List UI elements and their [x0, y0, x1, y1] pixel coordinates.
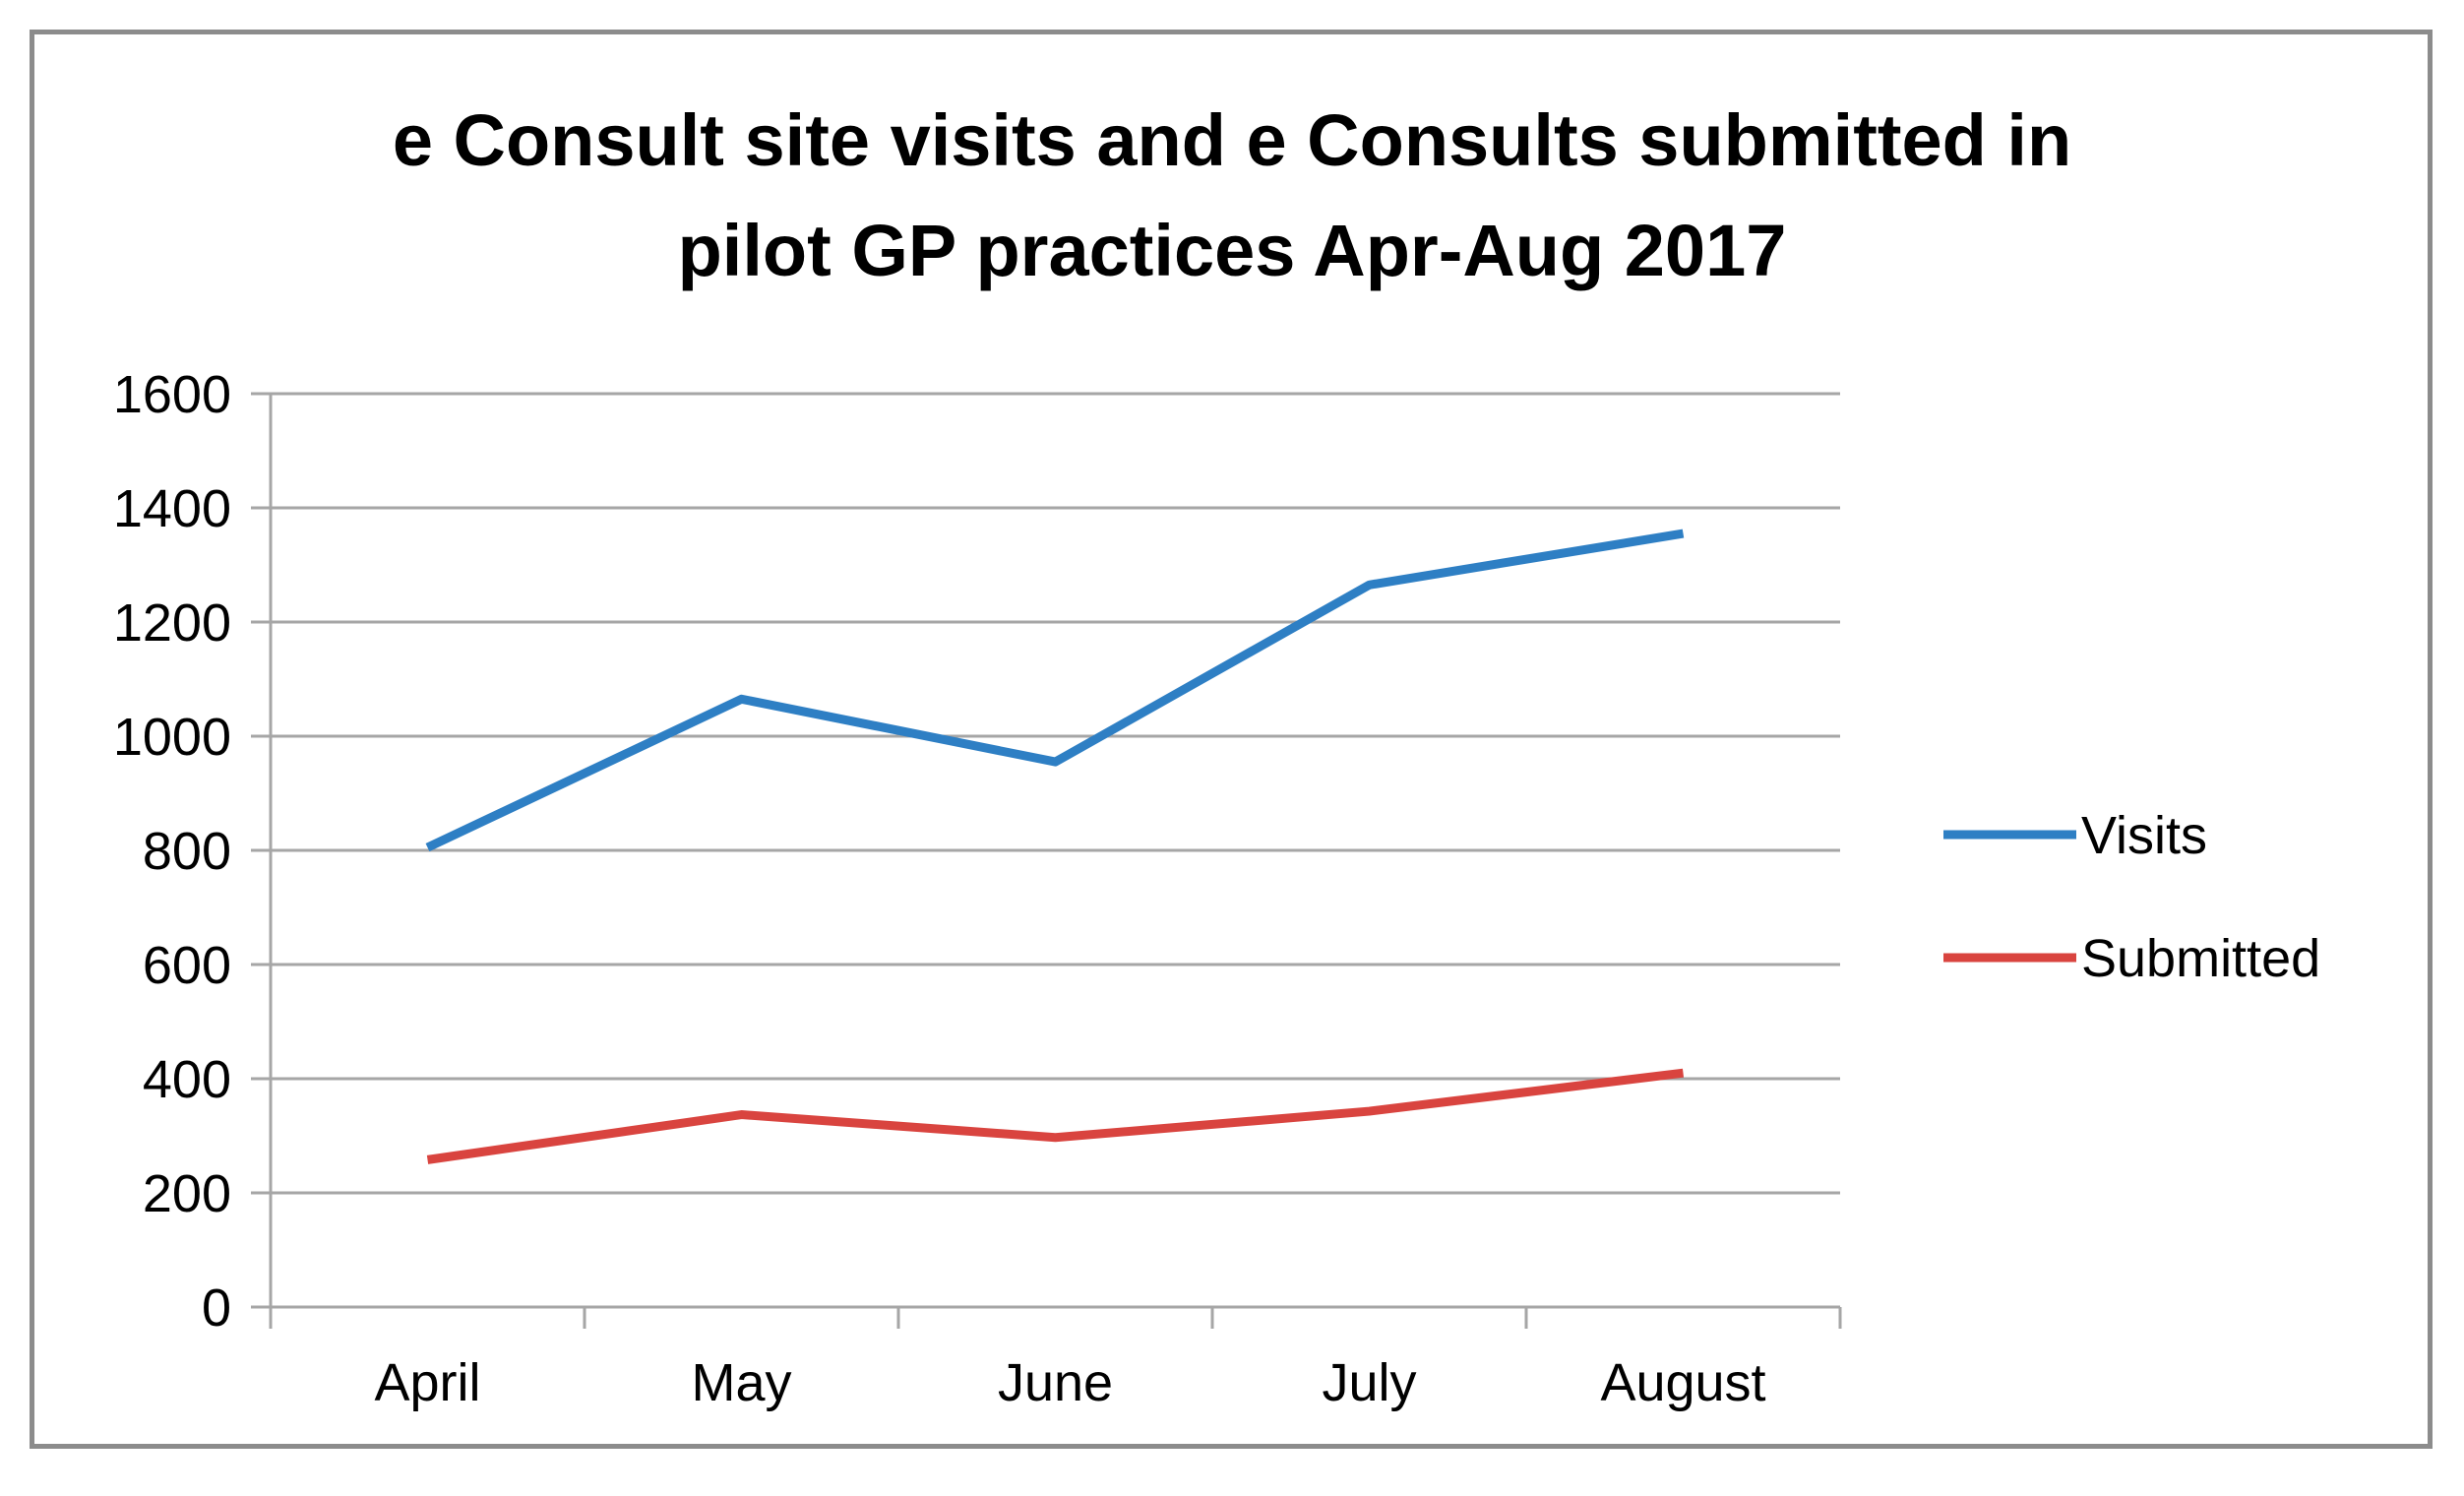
x-tick-label-july: July — [1322, 1353, 1416, 1412]
series-lines — [425, 529, 1685, 1164]
series-visits — [425, 529, 1685, 852]
y-tick-label-0: 0 — [202, 1278, 231, 1338]
legend-item-visits: Visits — [1943, 806, 2207, 865]
y-tick-label-1000: 1000 — [113, 708, 231, 767]
y-tick-label-1400: 1400 — [113, 479, 231, 538]
legend-label-visits: Visits — [2081, 806, 2207, 865]
x-tick-label-june: June — [998, 1353, 1113, 1412]
series-line-submitted — [426, 1068, 1685, 1164]
legend: Visits Submitted — [1943, 806, 2320, 988]
legend-item-submitted: Submitted — [1943, 929, 2320, 988]
x-axis-tick-labels: April May June July August — [374, 1353, 1765, 1412]
chart-title-line-1: e Consult site visits and e Consults sub… — [393, 99, 2071, 181]
y-tick-label-1200: 1200 — [113, 593, 231, 653]
y-axis-tick-labels: 0 200 400 600 800 1000 1200 1400 1600 — [113, 365, 231, 1338]
x-tick-label-april: April — [374, 1353, 480, 1412]
y-tick-label-200: 200 — [143, 1164, 231, 1223]
chart-title-line-2: pilot GP practices Apr-Aug 2017 — [678, 210, 1787, 291]
series-line-visits — [425, 529, 1685, 852]
x-tick-label-may: May — [691, 1353, 791, 1412]
x-tick-label-august: August — [1600, 1353, 1765, 1412]
series-submitted — [426, 1068, 1685, 1164]
y-tick-label-1600: 1600 — [113, 365, 231, 424]
legend-label-submitted: Submitted — [2081, 929, 2320, 988]
y-tick-label-800: 800 — [143, 822, 231, 881]
y-tick-label-400: 400 — [143, 1050, 231, 1109]
gridlines — [271, 392, 1840, 1195]
chart-frame — [30, 30, 2433, 1449]
chart-title: e Consult site visits and e Consults sub… — [393, 99, 2071, 291]
axes — [251, 392, 1842, 1329]
y-tick-label-600: 600 — [143, 936, 231, 995]
